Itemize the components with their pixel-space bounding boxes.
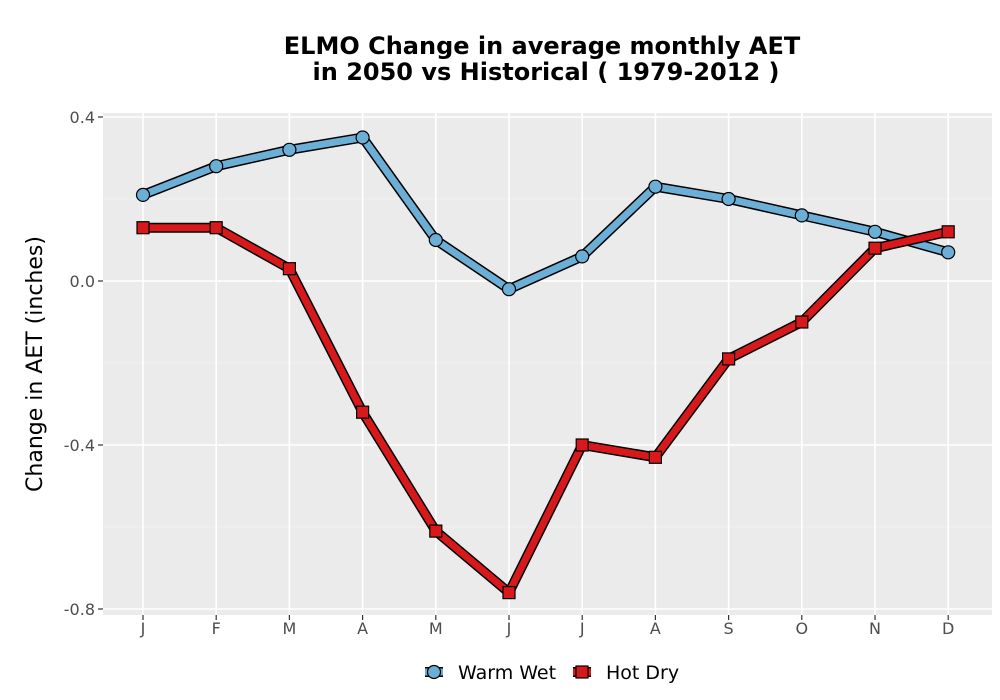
data-point xyxy=(429,524,443,538)
data-point xyxy=(575,249,590,264)
data-point xyxy=(135,187,151,202)
data-point xyxy=(795,315,809,329)
x-tick-label: J xyxy=(140,619,146,638)
y-axis: 0.4 0.0 -0.4 -0.8 xyxy=(64,108,103,619)
y-axis-label: Change in AET (inches) xyxy=(23,236,48,492)
x-tick-label: D xyxy=(942,619,954,638)
data-point xyxy=(136,221,150,235)
legend: Warm Wet Hot Dry xyxy=(425,662,679,684)
data-point xyxy=(355,130,370,145)
y-tick-label: -0.4 xyxy=(64,436,95,455)
series-line xyxy=(139,134,952,293)
data-point xyxy=(209,221,223,235)
y-tick-label: 0.0 xyxy=(70,272,95,291)
minor-gridlines xyxy=(103,198,992,528)
data-point xyxy=(867,224,883,239)
plot-panel xyxy=(103,113,992,615)
chart-title-line2: in 2050 vs Historical ( 1979-2012 ) xyxy=(313,58,780,86)
data-point xyxy=(721,352,736,366)
x-tick-label: M xyxy=(282,619,296,638)
data-point xyxy=(721,191,736,207)
series-warm-wet xyxy=(135,130,956,297)
data-point xyxy=(209,159,224,174)
data-point xyxy=(282,262,296,276)
y-tick-label: -0.8 xyxy=(64,600,95,619)
data-point xyxy=(941,225,955,239)
data-point xyxy=(575,438,589,452)
chart-title-line1: ELMO Change in average monthly AET xyxy=(284,32,801,60)
x-tick-label: J xyxy=(506,619,512,638)
data-point xyxy=(428,232,443,248)
data-point xyxy=(648,450,663,464)
legend-marker xyxy=(426,664,442,680)
data-point xyxy=(356,405,370,419)
x-tick-label: S xyxy=(724,619,734,638)
legend-item: Hot Dry xyxy=(573,662,679,684)
x-tick-label: A xyxy=(650,619,661,638)
x-tick-label: N xyxy=(869,619,881,638)
legend-marker xyxy=(575,665,589,679)
data-point xyxy=(282,142,297,157)
series-line xyxy=(139,224,952,597)
x-tick-label: F xyxy=(212,619,221,638)
x-tick-label: J xyxy=(579,619,585,638)
major-gridlines xyxy=(103,113,992,615)
legend-item: Warm Wet xyxy=(425,662,556,684)
x-tick-label: O xyxy=(796,619,809,638)
x-tick-label: A xyxy=(357,619,368,638)
y-tick-label: 0.4 xyxy=(70,108,95,127)
data-point xyxy=(868,241,882,255)
data-point xyxy=(501,282,517,297)
series-hot-dry xyxy=(136,221,955,600)
legend-label: Warm Wet xyxy=(458,662,556,684)
data-point xyxy=(941,245,956,260)
series-layer xyxy=(135,130,956,600)
legend-label: Hot Dry xyxy=(606,662,679,684)
data-point xyxy=(794,208,809,223)
x-tick-label: M xyxy=(429,619,443,638)
data-point xyxy=(502,585,516,600)
data-point xyxy=(648,179,663,194)
